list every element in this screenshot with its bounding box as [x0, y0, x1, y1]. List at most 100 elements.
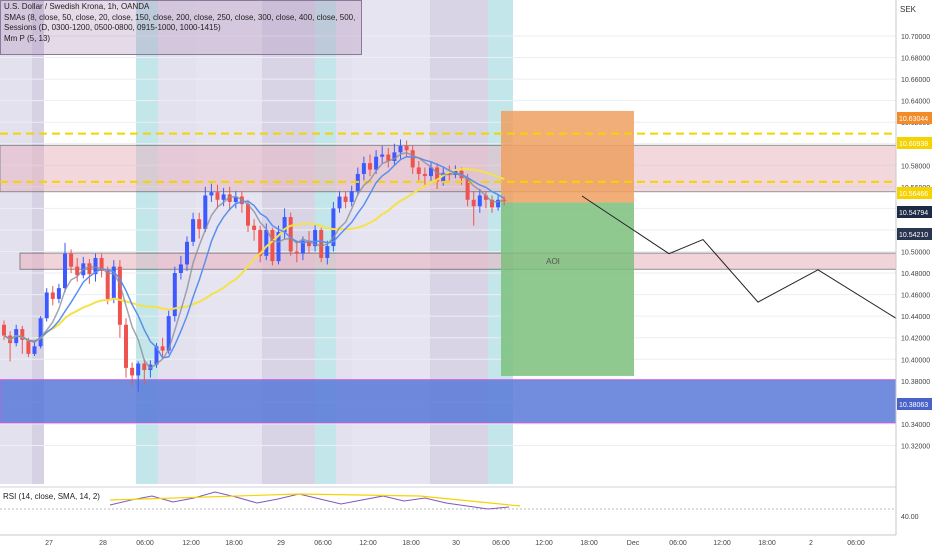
candle-body	[496, 199, 501, 208]
price-tag	[897, 228, 932, 240]
candle-body	[404, 145, 409, 151]
resistance-zone	[0, 144, 897, 193]
price-tag-label: 10.54794	[899, 210, 928, 217]
aoi-label: AOI	[546, 257, 560, 266]
x-tick-label: 06:00	[669, 540, 687, 547]
x-tick-label: 2	[809, 540, 813, 547]
y-tick-label: 10.34000	[901, 422, 930, 429]
candle-body	[361, 163, 366, 174]
candle-body	[294, 251, 299, 254]
candle-body	[136, 363, 141, 376]
y-tick-label: 10.32000	[901, 443, 930, 450]
candle-body	[26, 339, 31, 354]
legend-sessions: Sessions (D, 0300-1200, 0500-0800, 0915-…	[4, 23, 221, 32]
candle-body	[185, 241, 189, 265]
rsi-ma-line	[109, 493, 521, 507]
candle-body	[483, 195, 488, 200]
candle-body	[221, 194, 226, 200]
candle-body	[75, 266, 80, 276]
x-tick-label: 18:00	[580, 540, 598, 547]
x-tick-label: 12:00	[535, 540, 553, 547]
y-tick-label: 10.64000	[901, 99, 930, 106]
x-tick-label: 06:00	[492, 540, 510, 547]
x-tick-label: 06:00	[847, 540, 865, 547]
candle-body	[471, 199, 476, 207]
y-tick-label: 10.40000	[901, 357, 930, 364]
y-tick-label: 10.58000	[901, 163, 930, 170]
session-band	[32, 0, 44, 484]
candle-body	[276, 232, 281, 262]
candle-body	[160, 346, 165, 351]
candle-body	[233, 196, 238, 202]
candle-body	[87, 263, 92, 275]
x-tick-label: 12:00	[359, 540, 377, 547]
candle-body	[416, 167, 421, 174]
candle-body	[215, 192, 220, 200]
candle-body	[111, 266, 116, 299]
candle-body	[2, 324, 6, 336]
rsi-tick-label: 40.00	[901, 514, 919, 521]
candle-body	[477, 195, 482, 207]
candle-body	[117, 266, 122, 325]
candle-body	[246, 204, 250, 226]
y-tick-label: 10.66000	[901, 77, 930, 84]
y-tick-label: 10.68000	[901, 56, 930, 63]
price-tag-label: 10.54210	[899, 232, 928, 239]
candle-body	[197, 219, 202, 229]
candle-body	[227, 194, 232, 202]
candle-body	[252, 225, 257, 230]
candle-body	[380, 154, 385, 157]
candle-body	[105, 270, 110, 299]
x-tick-label: Dec	[627, 540, 640, 547]
candle-body	[166, 316, 171, 351]
candle-body	[239, 196, 244, 205]
candle-body	[63, 253, 67, 289]
candle-body	[325, 246, 330, 258]
price-tag-label: 10.38063	[899, 402, 928, 409]
candle-body	[490, 199, 494, 208]
price-tag-label: 10.63044	[899, 116, 928, 123]
candle-body	[130, 367, 135, 376]
y-tick-label: 10.42000	[901, 336, 930, 343]
x-tick-label: 30	[452, 540, 460, 547]
candle-body	[288, 217, 293, 252]
aoi-zone	[19, 252, 897, 270]
candle-body	[124, 324, 128, 368]
session-band	[136, 0, 158, 484]
candle-body	[429, 167, 433, 177]
sma-slow-line	[3, 168, 505, 343]
x-tick-label: 06:00	[314, 540, 332, 547]
price-tag	[897, 112, 932, 124]
candle-body	[142, 363, 147, 371]
candle-body	[178, 264, 183, 274]
stop-loss-box	[501, 110, 634, 203]
indicator-legend[interactable]: U.S. Dollar / Swedish Krona, 1h, OANDA S…	[0, 0, 362, 55]
candle-body	[398, 145, 403, 153]
candle-body	[209, 192, 214, 196]
price-tag	[897, 206, 932, 218]
candle-body	[392, 152, 397, 161]
candle-body	[282, 217, 287, 233]
candle-body	[435, 167, 440, 182]
candle-body	[56, 288, 61, 299]
price-tag	[897, 187, 932, 199]
countdown-label: 54:43	[899, 221, 917, 228]
candle-body	[154, 346, 159, 365]
candle-body	[300, 240, 305, 254]
candle-body	[191, 219, 196, 242]
x-tick-label: 12:00	[182, 540, 200, 547]
y-tick-label: 10.38000	[901, 379, 930, 386]
y-tick-label: 10.46000	[901, 293, 930, 300]
x-tick-label: 27	[45, 540, 53, 547]
sma-grey-line	[3, 152, 505, 370]
candle-body	[69, 253, 74, 267]
candle-body	[422, 173, 427, 177]
y-tick-label: 10.48000	[901, 271, 930, 278]
candle-body	[465, 178, 470, 200]
candle-body	[410, 150, 415, 168]
candle-body	[343, 196, 348, 202]
candle-body	[502, 199, 507, 201]
y-tick-label: 10.44000	[901, 314, 930, 321]
y-tick-label: 10.70000	[901, 34, 930, 41]
